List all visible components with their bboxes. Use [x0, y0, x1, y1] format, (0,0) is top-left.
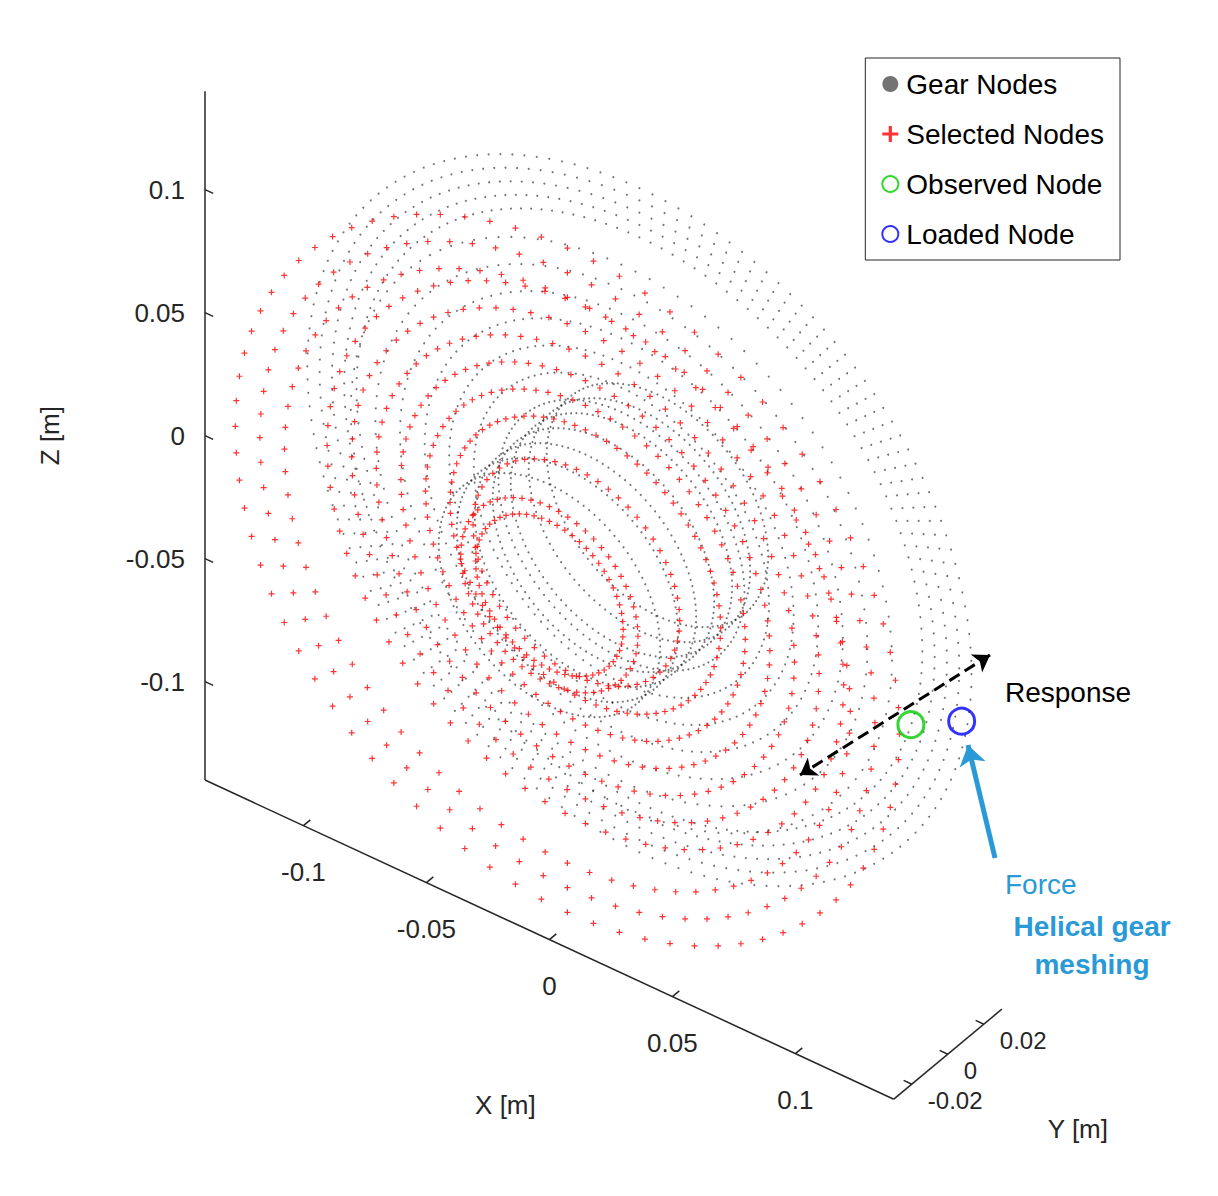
svg-text:Observed Node: Observed Node [906, 169, 1102, 200]
svg-text:Z [m]: Z [m] [35, 406, 65, 465]
svg-text:Selected Nodes: Selected Nodes [906, 119, 1104, 150]
svg-text:Gear Nodes: Gear Nodes [906, 69, 1057, 100]
svg-text:Force: Force [1005, 869, 1077, 900]
svg-text:meshing: meshing [1034, 949, 1149, 980]
svg-text:0.1: 0.1 [149, 175, 185, 205]
svg-text:0.05: 0.05 [134, 298, 185, 328]
svg-text:Response: Response [1005, 677, 1131, 708]
svg-text:0: 0 [171, 421, 185, 451]
svg-text:-0.05: -0.05 [126, 544, 185, 574]
svg-text:-0.1: -0.1 [281, 857, 326, 887]
svg-text:Helical gear: Helical gear [1013, 911, 1170, 942]
svg-text:-0.1: -0.1 [140, 667, 185, 697]
svg-text:-0.02: -0.02 [928, 1087, 983, 1114]
svg-text:0.1: 0.1 [777, 1085, 813, 1115]
svg-text:Y [m]: Y [m] [1048, 1114, 1108, 1144]
svg-text:0.05: 0.05 [647, 1028, 698, 1058]
svg-text:0: 0 [964, 1057, 977, 1084]
svg-text:-0.05: -0.05 [397, 914, 456, 944]
svg-text:0.02: 0.02 [1000, 1027, 1047, 1054]
svg-text:0: 0 [542, 971, 556, 1001]
svg-text:Loaded Node: Loaded Node [906, 219, 1074, 250]
svg-text:X [m]: X [m] [475, 1090, 536, 1120]
